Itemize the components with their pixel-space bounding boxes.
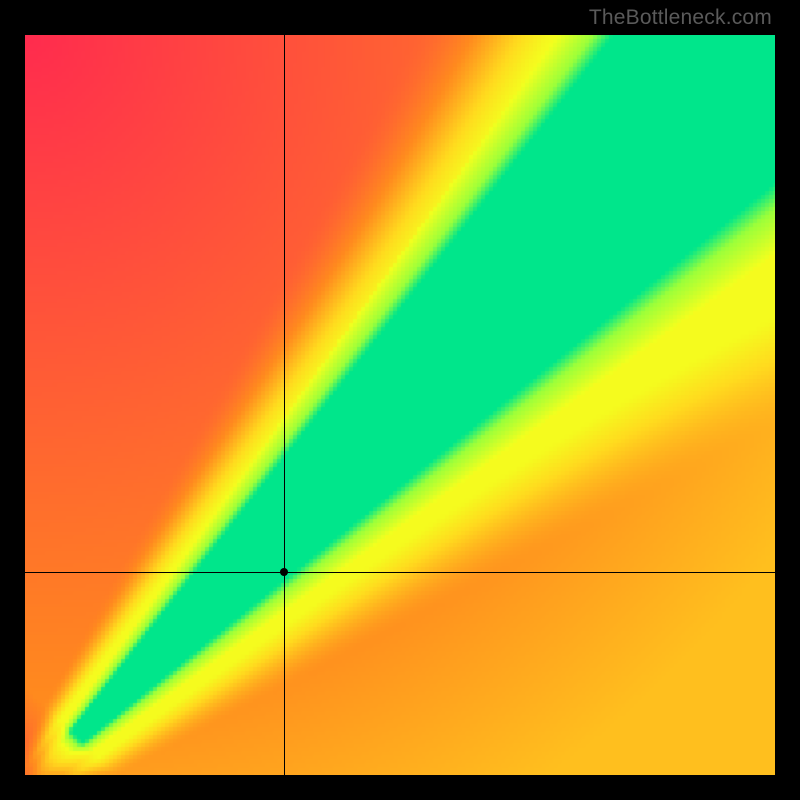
crosshair-horizontal (25, 572, 775, 573)
plot-area (25, 35, 775, 775)
chart-frame: TheBottleneck.com (0, 0, 800, 800)
crosshair-marker (280, 568, 288, 576)
heatmap-canvas (25, 35, 775, 775)
watermark-text: TheBottleneck.com (589, 6, 772, 30)
crosshair-vertical (284, 35, 285, 775)
